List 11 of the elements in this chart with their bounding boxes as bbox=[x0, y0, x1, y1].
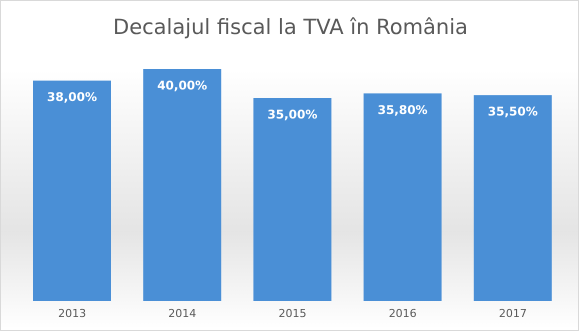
x-tick-label: 2016 bbox=[388, 306, 417, 320]
data-label: 35,80% bbox=[378, 102, 428, 117]
data-label: 35,50% bbox=[488, 104, 538, 119]
x-tick-label: 2013 bbox=[58, 306, 86, 320]
data-label: 38,00% bbox=[47, 90, 97, 104]
data-label: 35,00% bbox=[267, 108, 318, 122]
x-tick-label: 2014 bbox=[168, 306, 196, 320]
chart-title: Decalajul fiscal la TVA în România bbox=[112, 15, 469, 39]
x-tick-label: 2017 bbox=[498, 306, 527, 320]
x-tick-label: 2015 bbox=[278, 306, 306, 320]
data-label: 40,00% bbox=[157, 78, 208, 93]
